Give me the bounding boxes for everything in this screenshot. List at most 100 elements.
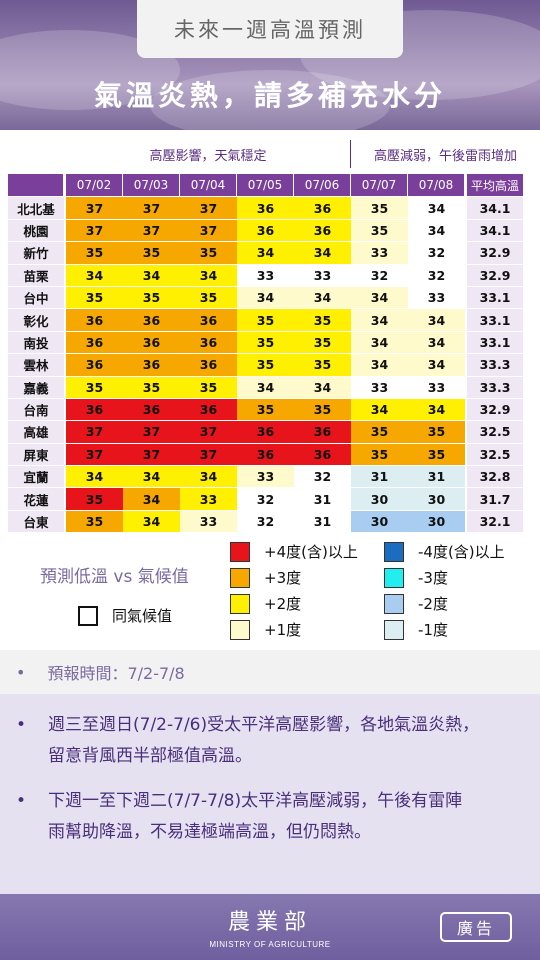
city-cell: 南投 bbox=[8, 331, 64, 354]
footer-bar: 農業部 MINISTRY OF AGRICULTURE 廣告 bbox=[0, 894, 540, 960]
temp-cell: 36 bbox=[66, 331, 123, 354]
same-as-climate-label: 同氣候值 bbox=[112, 607, 173, 625]
legend-label: +4度(含)以上 bbox=[264, 543, 358, 561]
legend-item-plus4: +4度(含)以上 bbox=[230, 541, 358, 562]
temp-cell: 34 bbox=[351, 331, 408, 354]
temp-cell: 35 bbox=[123, 242, 180, 264]
column-header: 07/04 bbox=[180, 174, 237, 197]
average-cell: 34.1 bbox=[467, 219, 523, 242]
temp-cell: 36 bbox=[66, 309, 123, 331]
ministry-logo: 農業部 MINISTRY OF AGRICULTURE bbox=[205, 904, 335, 949]
temp-cell: 33 bbox=[237, 466, 294, 488]
temp-cell: 36 bbox=[237, 197, 294, 219]
temp-cell: 36 bbox=[294, 197, 351, 219]
temp-cell: 34 bbox=[408, 354, 465, 376]
temp-cell: 34 bbox=[294, 376, 351, 398]
city-cell: 宜蘭 bbox=[8, 466, 64, 488]
table-row: 南投 36 36 36 35 35 34 34 33.1 bbox=[8, 330, 532, 354]
ad-button[interactable]: 廣告 bbox=[440, 912, 512, 942]
temp-cell: 34 bbox=[351, 354, 408, 376]
temp-cell: 32 bbox=[237, 510, 294, 533]
table-row: 新竹 35 35 35 34 34 33 32 32.9 bbox=[8, 241, 532, 264]
bullet-icon: • bbox=[16, 791, 27, 811]
logo-english: MINISTRY OF AGRICULTURE bbox=[209, 940, 331, 949]
table-row: 桃園 37 37 37 36 36 35 34 34.1 bbox=[8, 218, 532, 242]
table-row: 高雄 37 37 37 36 36 35 35 32.5 bbox=[8, 420, 532, 443]
average-cell: 32.5 bbox=[467, 421, 523, 443]
city-cell: 花蓮 bbox=[8, 488, 64, 510]
temp-cell: 37 bbox=[123, 197, 180, 219]
city-cell: 新竹 bbox=[8, 242, 64, 264]
temp-cell: 34 bbox=[66, 264, 123, 286]
temp-cell: 33 bbox=[408, 286, 465, 309]
table-row: 台中 35 35 35 34 34 34 33 33.1 bbox=[8, 285, 532, 309]
temp-cell: 37 bbox=[180, 443, 237, 466]
temp-cell: 35 bbox=[123, 286, 180, 309]
temp-cell: 37 bbox=[180, 421, 237, 443]
table-row: 彰化 36 36 36 35 35 34 34 33.1 bbox=[8, 308, 532, 331]
city-cell: 雲林 bbox=[8, 354, 64, 376]
temp-cell: 31 bbox=[294, 510, 351, 533]
page-subtitle: 氣溫炎熱，請多補充水分 bbox=[93, 79, 446, 112]
legend-label: +1度 bbox=[264, 621, 302, 639]
temp-cell: 34 bbox=[123, 488, 180, 510]
temp-cell: 34 bbox=[294, 286, 351, 309]
same-as-climate-swatch bbox=[78, 606, 98, 626]
average-cell: 32.9 bbox=[467, 242, 523, 264]
average-cell: 33.3 bbox=[467, 354, 523, 376]
table-row: 嘉義 35 35 35 34 34 33 33 33.3 bbox=[8, 375, 532, 398]
temp-cell: 33 bbox=[408, 376, 465, 398]
temp-cell: 37 bbox=[180, 219, 237, 242]
bullet-icon: • bbox=[16, 662, 26, 682]
temp-cell: 35 bbox=[351, 443, 408, 466]
temp-cell: 34 bbox=[180, 466, 237, 488]
temp-cell: 35 bbox=[123, 376, 180, 398]
temp-cell: 30 bbox=[351, 510, 408, 533]
temp-cell: 32 bbox=[408, 264, 465, 286]
temp-cell: 35 bbox=[66, 376, 123, 398]
table-row: 苗栗 34 34 34 33 33 32 32 32.9 bbox=[8, 263, 532, 286]
temp-cell: 34 bbox=[408, 398, 465, 421]
temp-cell: 33 bbox=[180, 488, 237, 510]
legend-label: -2度 bbox=[418, 595, 448, 613]
temp-cell: 32 bbox=[351, 264, 408, 286]
city-cell: 屏東 bbox=[8, 443, 64, 466]
temp-cell: 36 bbox=[294, 219, 351, 242]
temp-cell: 37 bbox=[123, 219, 180, 242]
average-cell: 32.1 bbox=[467, 510, 523, 533]
average-cell: 32.9 bbox=[467, 398, 523, 421]
note-thunderstorm: 高壓減弱，午後雷雨增加 bbox=[350, 140, 540, 168]
temp-cell: 35 bbox=[180, 286, 237, 309]
temp-cell: 35 bbox=[180, 376, 237, 398]
description-item: • 週三至週日(7/2-7/6)受太平洋高壓影響，各地氣溫炎熱， 留意背風西半部… bbox=[16, 710, 534, 772]
temp-cell: 34 bbox=[237, 242, 294, 264]
temp-cell: 36 bbox=[180, 309, 237, 331]
temp-cell: 35 bbox=[294, 309, 351, 331]
legend-swatch bbox=[384, 593, 404, 614]
temp-cell: 34 bbox=[351, 286, 408, 309]
temp-cell: 34 bbox=[408, 197, 465, 219]
description-line: 留意背風西半部極值高溫。 bbox=[48, 746, 252, 766]
legend-swatch bbox=[230, 567, 250, 588]
temp-cell: 35 bbox=[66, 286, 123, 309]
description-line: 下週一至下週二(7/7-7/8)太平洋高壓減弱，午後有雷陣 bbox=[48, 791, 463, 811]
temp-cell: 34 bbox=[294, 242, 351, 264]
temp-cell: 35 bbox=[237, 398, 294, 421]
temp-cell: 31 bbox=[351, 466, 408, 488]
average-cell: 34.1 bbox=[467, 197, 523, 219]
column-header: 07/05 bbox=[237, 174, 294, 197]
legend-label: +2度 bbox=[264, 595, 302, 613]
city-cell: 彰化 bbox=[8, 309, 64, 331]
average-cell: 32.5 bbox=[467, 443, 523, 466]
temp-cell: 36 bbox=[66, 354, 123, 376]
column-header: 平均高溫 bbox=[467, 174, 523, 197]
city-cell: 台東 bbox=[8, 510, 64, 533]
page-title-box: 未來一週高溫預測 bbox=[137, 0, 403, 58]
temp-cell: 37 bbox=[123, 443, 180, 466]
temp-cell: 36 bbox=[123, 398, 180, 421]
average-cell: 32.8 bbox=[467, 466, 523, 488]
temp-cell: 34 bbox=[351, 398, 408, 421]
legend-item-plus2: +2度 bbox=[230, 593, 301, 614]
legend-item-plus3: +3度 bbox=[230, 567, 301, 588]
legend-label: -1度 bbox=[418, 621, 448, 639]
